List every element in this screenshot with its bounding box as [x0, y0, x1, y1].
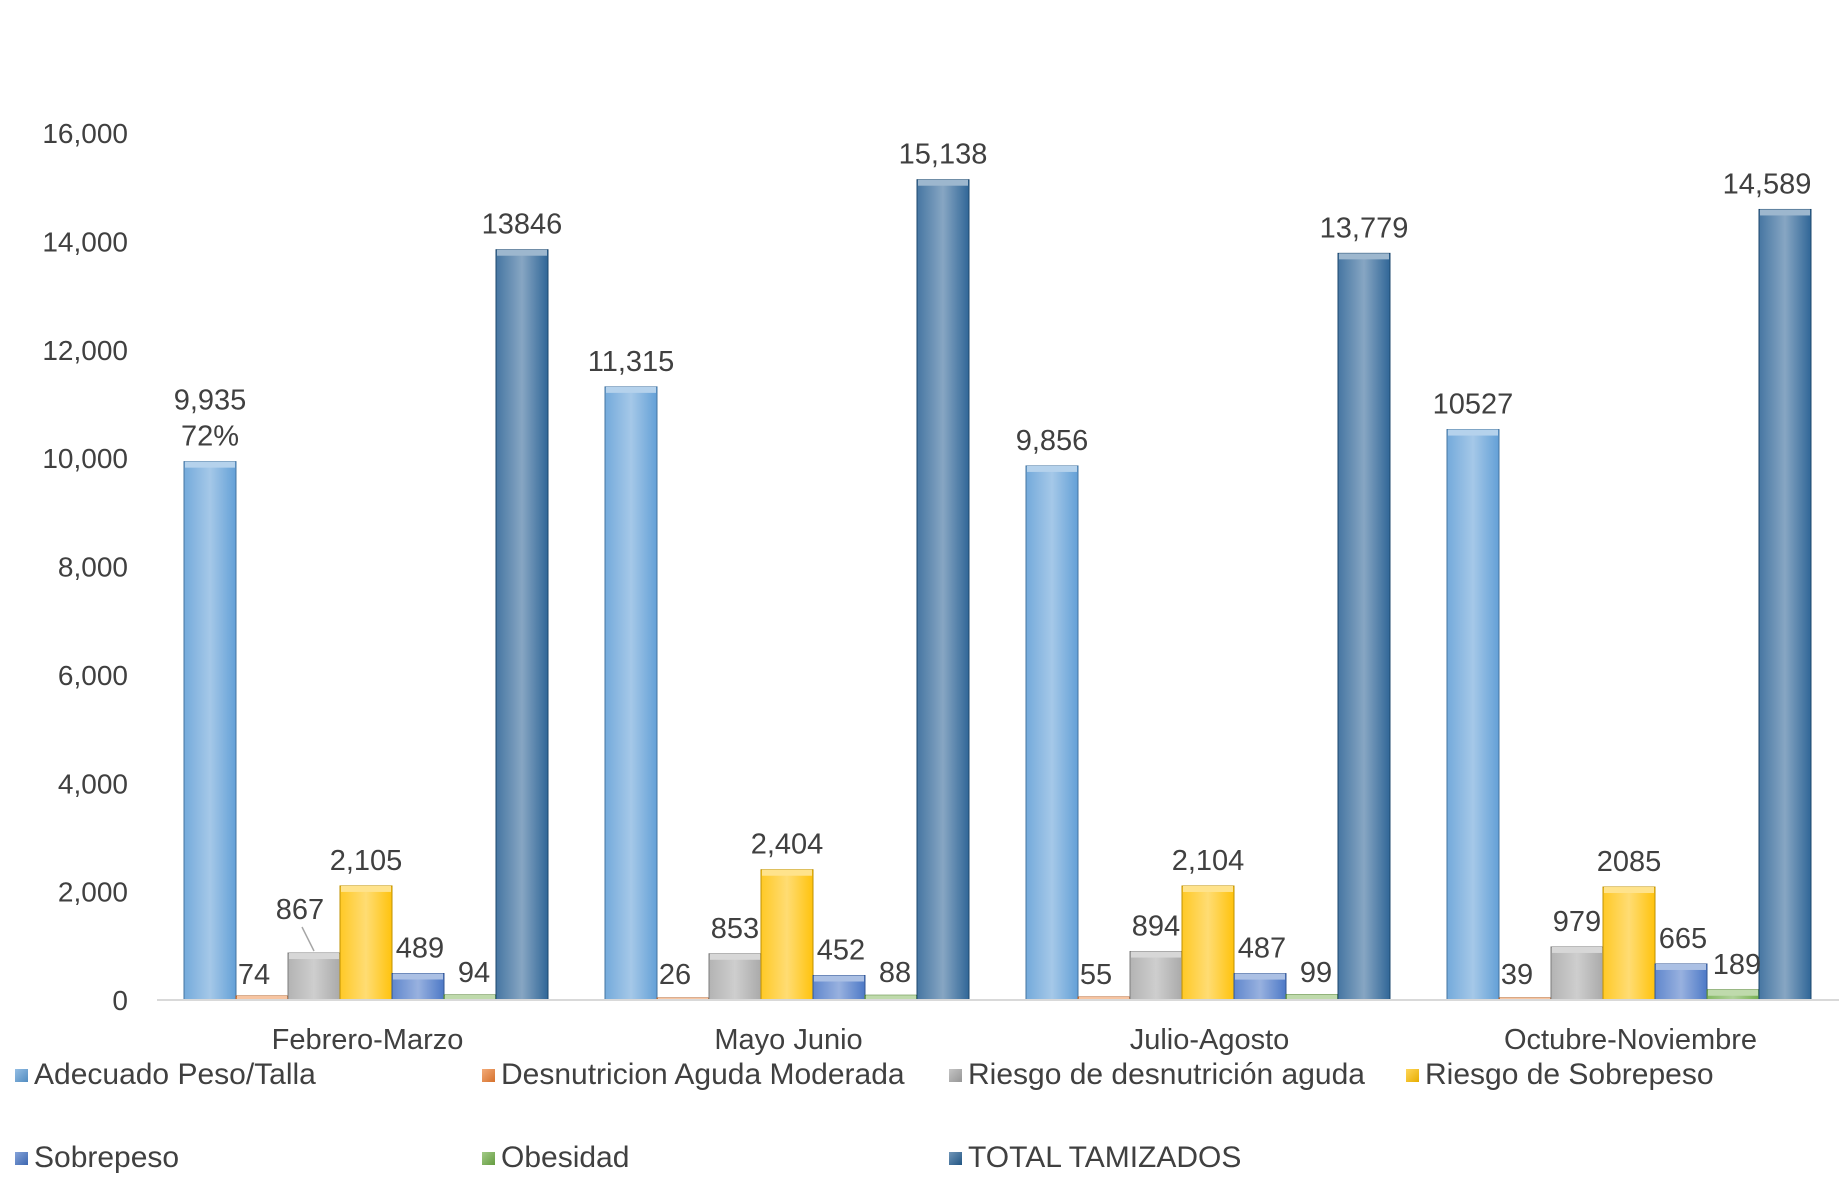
- bar-bevel: [1760, 209, 1810, 216]
- data-label: 2,404: [751, 829, 824, 861]
- bar-bevel: [341, 885, 391, 892]
- bar: [760, 869, 814, 1001]
- bar-bevel: [710, 953, 760, 960]
- y-tick-label: 14,000: [42, 226, 128, 257]
- bar: [1654, 963, 1708, 1001]
- bar: [1758, 208, 1812, 1001]
- bar-bevel: [393, 973, 443, 980]
- bar-bevel: [1552, 946, 1602, 953]
- data-label: 894: [1132, 911, 1180, 943]
- data-label: 74: [238, 959, 270, 991]
- bar: [1025, 465, 1079, 1001]
- leader-line: [301, 926, 315, 952]
- data-label: 2085: [1597, 846, 1662, 878]
- annotation-label: 72%: [181, 421, 239, 453]
- bar-bevel: [814, 975, 864, 982]
- bar: [183, 461, 237, 1001]
- y-tick-label: 10,000: [42, 443, 128, 474]
- bar-bevel: [1656, 963, 1706, 970]
- bar: [916, 179, 970, 1001]
- data-label: 2,104: [1172, 845, 1245, 877]
- data-label: 489: [396, 933, 444, 965]
- bar: [1129, 951, 1183, 1001]
- x-tick-label: Octubre-Noviembre: [1504, 1024, 1757, 1056]
- data-label: 14,589: [1723, 168, 1812, 200]
- y-tick-label: 0: [112, 985, 128, 1016]
- data-label: 2,105: [330, 845, 403, 877]
- data-label: 487: [1238, 933, 1286, 965]
- y-tick-label: 16,000: [42, 118, 128, 149]
- bar: [1446, 429, 1500, 1001]
- bar: [339, 885, 393, 1001]
- data-label: 867: [276, 894, 324, 926]
- bar-bevel: [185, 461, 235, 468]
- bars: [183, 179, 1812, 1001]
- data-label: 39: [1501, 959, 1533, 991]
- x-tick-label: Mayo Junio: [714, 1024, 862, 1056]
- bar-bevel: [1448, 429, 1498, 436]
- bar-bevel: [762, 869, 812, 876]
- bar: [287, 952, 341, 1001]
- bar-bevel: [606, 386, 656, 393]
- data-label: 452: [817, 935, 865, 967]
- y-tick-label: 12,000: [42, 335, 128, 366]
- data-label: 9,856: [1016, 425, 1089, 457]
- bar-bevel: [1079, 997, 1129, 1000]
- data-label: 665: [1659, 923, 1707, 955]
- bar: [495, 249, 549, 1001]
- bar-bevel: [1604, 887, 1654, 894]
- data-label: 55: [1080, 959, 1112, 991]
- data-label: 11,315: [588, 346, 675, 378]
- bar-bevel: [1183, 885, 1233, 892]
- data-label: 15,138: [899, 139, 988, 171]
- bar: [604, 386, 658, 1001]
- data-label: 979: [1553, 906, 1601, 938]
- bar-bevel: [918, 179, 968, 186]
- bar-bevel: [289, 953, 339, 960]
- data-label: 10527: [1433, 389, 1514, 421]
- bar-bevel: [445, 994, 495, 1000]
- bar-bevel: [237, 995, 287, 1000]
- x-axis: Febrero-Marzo Mayo Junio Julio-Agosto Octub…: [157, 999, 1839, 1056]
- bar-bevel: [1235, 973, 1285, 980]
- bar: [1337, 252, 1391, 1001]
- bar-bevel: [1500, 997, 1550, 1000]
- data-label: 853: [711, 913, 759, 945]
- x-tick-label: Julio-Agosto: [1130, 1024, 1290, 1056]
- bar: [1602, 886, 1656, 1001]
- bar: [1181, 885, 1235, 1001]
- data-label: 13,779: [1320, 212, 1409, 244]
- bar-bevel: [1339, 253, 1389, 260]
- bar-bevel: [1027, 465, 1077, 472]
- data-label: 99: [1300, 957, 1332, 989]
- data-label: 88: [879, 957, 911, 989]
- data-label: 13846: [482, 209, 563, 241]
- y-tick-label: 2,000: [58, 877, 128, 908]
- data-label: 94: [458, 957, 490, 989]
- bar-bevel: [497, 249, 547, 256]
- bar: [708, 953, 762, 1001]
- y-tick-label: 8,000: [58, 552, 128, 583]
- bar-bevel: [1287, 994, 1337, 1000]
- bar-bevel: [866, 995, 916, 1000]
- y-tick-label: 6,000: [58, 660, 128, 691]
- bar: [1550, 946, 1604, 1001]
- y-tick-label: 4,000: [58, 768, 128, 799]
- data-label: 189: [1713, 949, 1761, 981]
- data-label: 26: [659, 959, 691, 991]
- bar-bevel: [1708, 989, 1758, 996]
- y-axis: 0 2,000 4,000 6,000 8,000 10,000 12,000 14,000 1…: [42, 118, 128, 1016]
- bar-bevel: [1131, 951, 1181, 958]
- x-tick-label: Febrero-Marzo: [272, 1024, 464, 1056]
- data-label: 9,935: [174, 385, 247, 417]
